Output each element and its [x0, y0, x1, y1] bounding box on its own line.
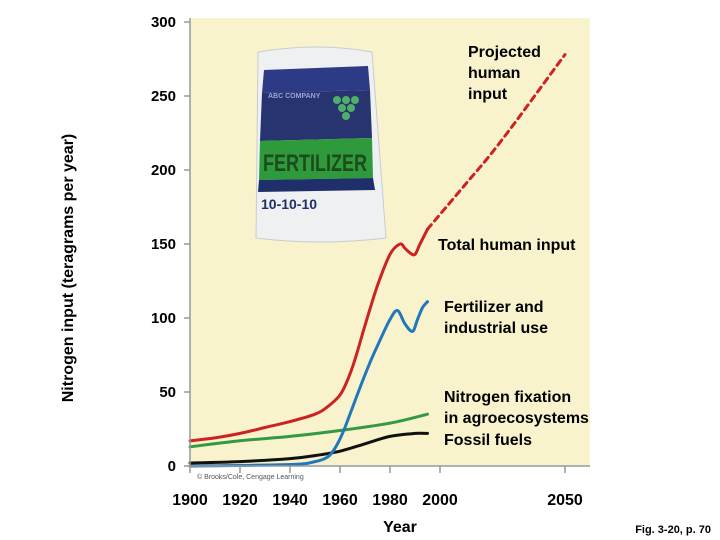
- bag-title-text: FERTILIZER: [263, 150, 367, 177]
- x-tick-label: 1960: [322, 492, 358, 509]
- figure-caption: Fig. 3-20, p. 70: [635, 524, 711, 536]
- y-tick-label: 50: [159, 384, 176, 401]
- bag-logo-icon: [333, 96, 359, 120]
- y-tick-label: 100: [151, 310, 176, 327]
- y-tick-label: 200: [151, 162, 176, 179]
- series-line-fertilizer-and-industrial-use: [188, 300, 429, 468]
- axes-layer: 0 50 100 150 200 250 300 1900 1920 1940 1960 1980 20…: [151, 14, 590, 509]
- series-line-fossil-fuels: [188, 431, 429, 465]
- x-tick-label: 2050: [547, 492, 583, 509]
- y-tick-label: 0: [168, 458, 176, 475]
- plot-background: [190, 18, 590, 466]
- projected-input-label: Projected human input: [468, 44, 545, 103]
- fertilizer-label: Fertilizer and industrial use: [444, 299, 548, 337]
- bag-brand-text: ABC COMPANY: [268, 93, 321, 100]
- x-axis-title: Year: [383, 519, 417, 536]
- series-line-nitrogen-fixation-in-agroecosystems: [188, 412, 429, 449]
- x-tick-label: 1940: [272, 492, 308, 509]
- total-input-label: Total human input: [438, 237, 576, 254]
- x-tick-label: 1920: [222, 492, 258, 509]
- fertilizer-bag-image: ABC COMPANY FERTILIZER 10-10-10: [255, 46, 387, 243]
- y-tick-label: 300: [151, 14, 176, 31]
- series-line-total-human-input: [188, 227, 429, 443]
- y-axis-title: Nitrogen input (teragrams per year): [60, 134, 77, 403]
- x-tick-label: 1980: [372, 492, 408, 509]
- bag-grade-text: 10-10-10: [261, 196, 317, 212]
- x-tick-label: 1900: [172, 492, 208, 509]
- fossil-fuels-label: Fossil fuels: [444, 432, 532, 449]
- series-layer: [188, 53, 567, 468]
- fixation-label: Nitrogen fixation in agroecosystems: [444, 389, 589, 427]
- series-line-projected-human-input: [426, 53, 567, 231]
- copyright-credit: © Brooks/Cole, Cengage Learning: [197, 473, 304, 481]
- y-tick-label: 250: [151, 88, 176, 105]
- y-tick-label: 150: [151, 236, 176, 253]
- x-tick-label: 2000: [422, 492, 458, 509]
